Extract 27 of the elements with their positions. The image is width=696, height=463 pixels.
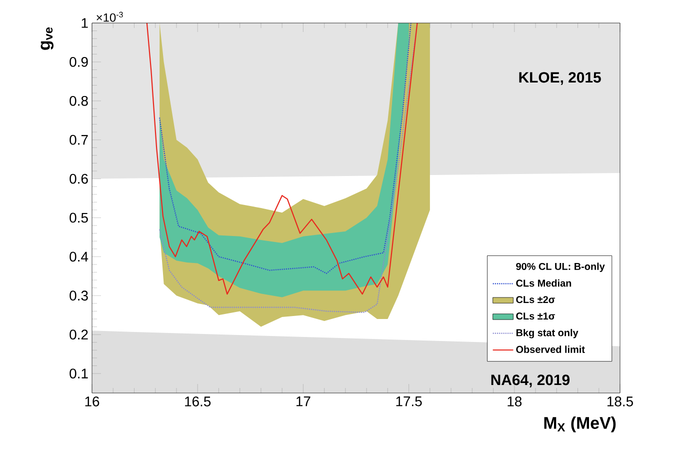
y-tick-label: 0.7 (70, 134, 88, 145)
legend-label: Bkg stat only (516, 328, 578, 338)
annotation: KLOE, 2015 (519, 72, 601, 85)
legend-label: CLs ±2σ (516, 296, 555, 304)
y-tick-label: 0.4 (70, 252, 88, 262)
y-axis-title: g$_{ve}$ (40, 27, 54, 50)
y-tick-label: 0.3 (70, 290, 88, 301)
y-tick-label: 0.9 (70, 57, 88, 67)
y-tick-label: 0.2 (70, 330, 88, 340)
x-tick-label: 16.5 (185, 396, 211, 406)
legend-title: 90% CL UL: B-only (516, 262, 605, 272)
annotation: NA64, 2019 (491, 374, 570, 388)
y-tick-label: 1 (82, 18, 88, 28)
x-tick-label: 17 (296, 396, 310, 406)
y-tick-label: 0.6 (70, 174, 88, 184)
x-axis-title: M$_{X}$ (MeV) (544, 416, 616, 432)
y-tick-label: 0.8 (70, 96, 88, 106)
text: ×10$^{-3}$ (96, 12, 123, 22)
x-tick-label: 17.5 (396, 396, 422, 406)
y-tick-label: 0.1 (70, 368, 88, 378)
x-tick-label: 18 (508, 396, 522, 406)
y-tick-label: 0.5 (70, 212, 88, 223)
x-tick-label: 16 (85, 396, 100, 406)
legend-label: CLs Median (516, 279, 572, 287)
legend-label: Observed limit (516, 346, 585, 353)
x-tick-label: 18.5 (607, 396, 633, 406)
legend-label: CLs ±1σ (516, 312, 555, 320)
